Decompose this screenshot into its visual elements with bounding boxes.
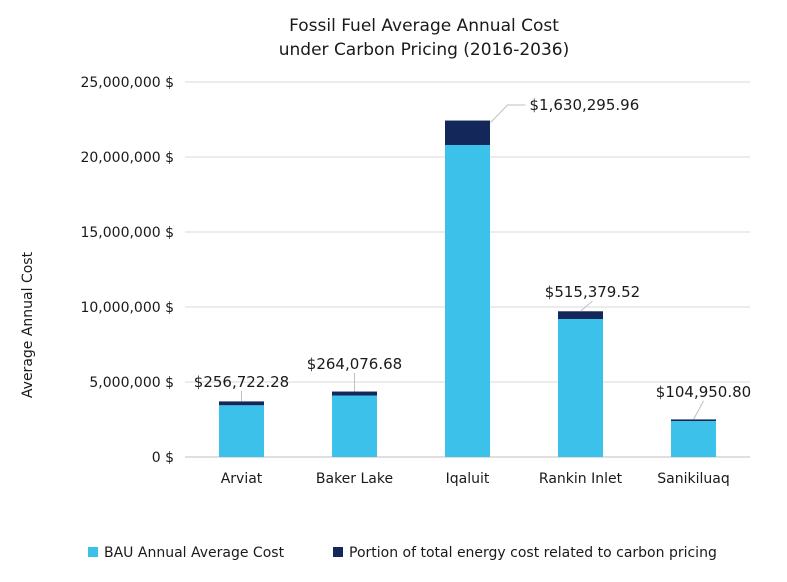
bar-carbon-sanikiluaq [671,419,716,421]
x-axis-categories: Arviat Baker Lake Iqaluit Rankin Inlet Sanik… [221,471,730,487]
bar-carbon-baker-lake [332,391,377,396]
legend-swatch-carbon [333,547,343,557]
label-leader-line [490,104,526,123]
bar-carbon-rankin-inlet [558,311,603,319]
bar-bau-sanikiluaq [671,421,716,457]
chart-title-line-2: under Carbon Pricing (2016-2036) [279,40,569,60]
bar-carbon-iqaluit [445,120,490,145]
y-tick-label: 5,000,000 $ [89,375,174,391]
legend-swatch-bau [88,547,98,557]
bar-bau-rankin-inlet [558,319,603,457]
x-category-label: Iqaluit [446,471,490,487]
legend: BAU Annual Average Cost Portion of total… [88,545,717,561]
data-label: $515,379.52 [545,283,640,301]
label-leader-line [693,400,704,420]
bar-carbon-arviat [219,401,264,406]
label-leader-line [580,300,593,312]
legend-label-bau: BAU Annual Average Cost [104,545,285,561]
bars [219,120,716,457]
x-category-label: Baker Lake [316,471,393,487]
bar-bau-baker-lake [332,395,377,457]
y-tick-label: 0 $ [152,450,174,466]
data-label: $1,630,295.96 [530,96,640,114]
y-tick-label: 25,000,000 $ [80,75,174,91]
y-tick-label: 10,000,000 $ [80,300,174,316]
y-axis-ticks: 0 $ 5,000,000 $ 10,000,000 $ 15,000,000 $ 20… [80,75,174,466]
label-connectors [241,104,704,420]
data-label: $264,076.68 [307,355,402,373]
data-labels: $256,722.28 $264,076.68 $1,630,295.96 $515,… [194,96,751,401]
y-axis-label: Average Annual Cost [20,251,36,398]
data-label: $256,722.28 [194,373,289,391]
x-category-label: Arviat [221,471,263,487]
x-category-label: Sanikiluaq [657,471,729,487]
legend-label-carbon: Portion of total energy cost related to … [349,545,717,561]
bar-bau-arviat [219,405,264,457]
data-label: $104,950.80 [656,383,751,401]
x-category-label: Rankin Inlet [539,471,623,487]
y-tick-label: 15,000,000 $ [80,225,174,241]
y-tick-label: 20,000,000 $ [80,150,174,166]
bar-bau-iqaluit [445,145,490,457]
chart-title-line-1: Fossil Fuel Average Annual Cost [289,16,559,36]
